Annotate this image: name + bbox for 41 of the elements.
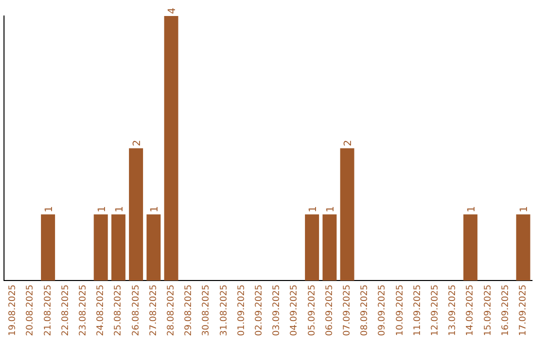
x-tick-label: 05.09.2025 (307, 284, 318, 336)
data-label: 2 (132, 140, 143, 146)
x-tick-label: 19.08.2025 (8, 284, 18, 336)
data-label: 1 (326, 206, 337, 212)
x-tick-label: 09.09.2025 (378, 284, 388, 336)
x-tick-label: 07.09.2025 (342, 284, 353, 336)
x-tick-label: 21.08.2025 (43, 284, 54, 336)
data-label: 1 (114, 206, 126, 212)
x-tick-label: 29.08.2025 (184, 284, 194, 336)
data-label: 1 (519, 206, 530, 212)
x-tick-label: 24.08.2025 (96, 284, 106, 336)
x-tick-label: 22.08.2025 (60, 284, 71, 336)
x-tick-label: 04.09.2025 (290, 284, 300, 336)
x-tick-label: 10.09.2025 (395, 284, 406, 336)
x-tick-label: 16.09.2025 (500, 284, 511, 336)
data-label: 2 (343, 140, 354, 146)
x-tick-label: 13.09.2025 (448, 284, 458, 336)
data-label: 1 (150, 206, 161, 212)
x-tick-label: 28.08.2025 (166, 284, 177, 336)
x-tick-label: 08.09.2025 (360, 284, 370, 336)
x-tick-label: 01.09.2025 (236, 284, 247, 336)
x-tick-label: 30.08.2025 (202, 284, 212, 336)
x-tick-label: 02.09.2025 (254, 284, 265, 336)
x-tick-label: 12.09.2025 (430, 284, 441, 336)
x-tick-label: 26.08.2025 (131, 284, 142, 336)
data-label: 1 (308, 206, 319, 212)
x-tick-label: 25.08.2025 (114, 284, 124, 336)
x-tick-label: 23.08.2025 (78, 284, 89, 336)
x-tick-label: 31.08.2025 (219, 284, 230, 336)
x-tick-label: 20.08.2025 (26, 284, 36, 336)
x-tick-label: 03.09.2025 (272, 284, 282, 336)
x-tick-label: 14.09.2025 (466, 284, 476, 336)
x-tick-label: 11.09.2025 (412, 284, 423, 336)
data-label: 1 (44, 206, 55, 212)
data-label: 1 (96, 206, 108, 212)
x-tick-label: 06.09.2025 (324, 284, 335, 336)
data-label: 4 (167, 8, 178, 14)
x-tick-label: 27.08.2025 (148, 284, 159, 336)
x-tick-label: 17.09.2025 (518, 284, 529, 336)
x-tick-label: 15.09.2025 (483, 284, 494, 336)
data-label: 1 (466, 206, 478, 212)
